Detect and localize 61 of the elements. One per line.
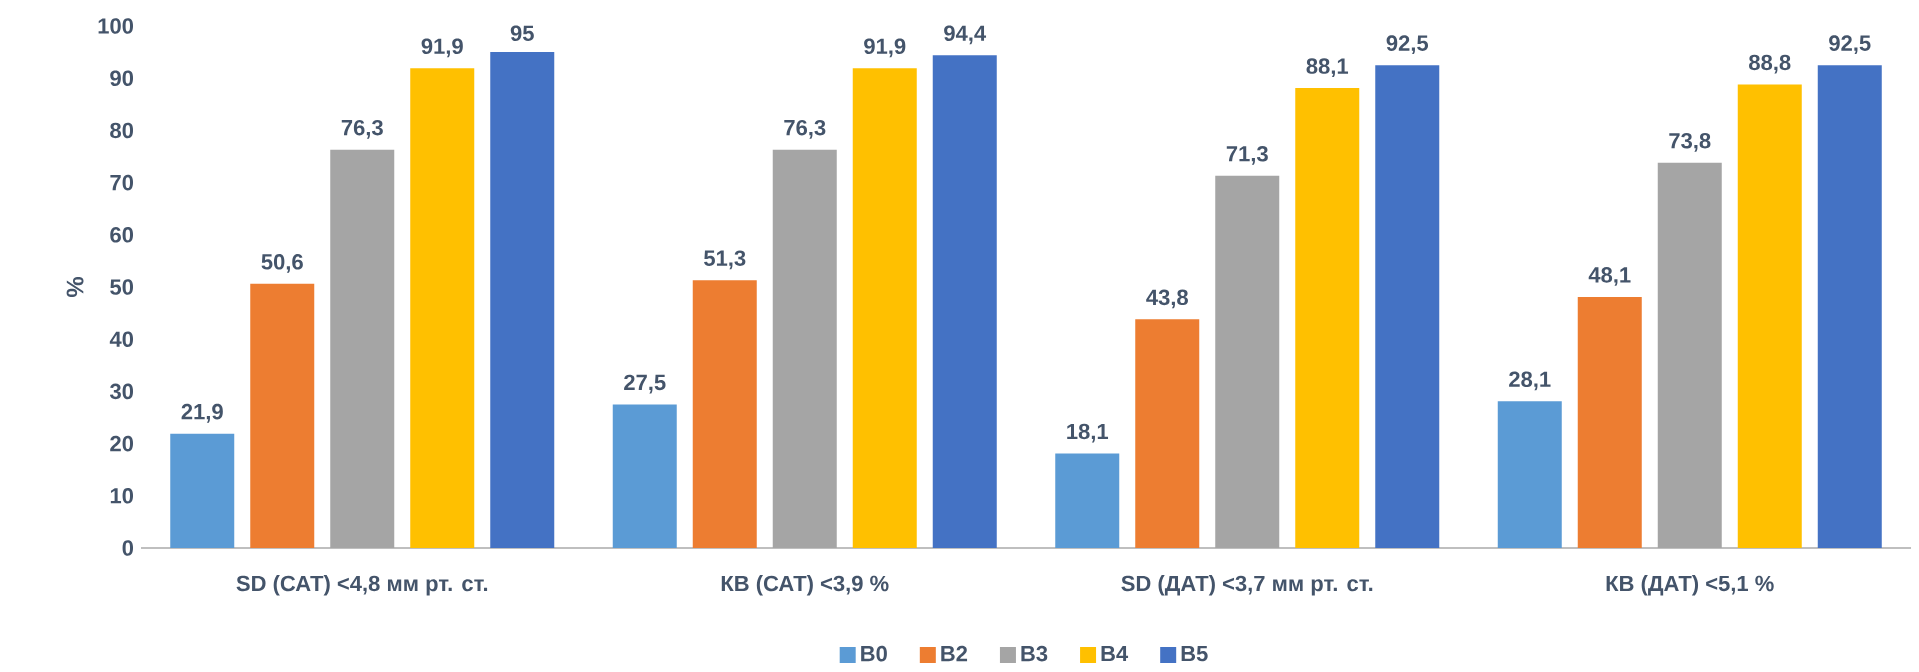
data-label: 43,8	[1146, 289, 1188, 309]
y-tick-label: 100	[98, 18, 134, 34]
x-tick-label: КВ (САТ) <3,9 %	[721, 574, 889, 596]
data-label: 71,3	[1226, 145, 1268, 165]
bar	[1737, 84, 1802, 548]
bar	[1497, 401, 1562, 548]
legend-label: B5	[1181, 645, 1208, 662]
y-tick-label: 40	[109, 331, 134, 347]
x-tick-label: КВ (ДАТ) <5,1 %	[1606, 574, 1774, 596]
data-label: 95	[510, 25, 534, 41]
data-label: 76,3	[784, 119, 826, 139]
data-label: 94,4	[944, 25, 987, 45]
y-tick-label: 20	[110, 435, 134, 452]
data-label: 91,9	[864, 38, 906, 58]
data-label: 91,9	[421, 38, 463, 58]
data-label: 21,9	[181, 403, 223, 423]
bar	[1135, 319, 1200, 548]
bar	[852, 68, 917, 548]
bar	[1657, 162, 1722, 548]
y-tick-label: 70	[110, 174, 134, 191]
bar	[772, 149, 837, 548]
bar	[932, 55, 997, 548]
bar	[490, 52, 555, 548]
data-label: 92,5	[1386, 35, 1429, 54]
y-tick-label: 0	[122, 540, 134, 556]
data-label: 88,8	[1749, 54, 1791, 74]
bar	[1295, 88, 1360, 548]
y-tick-label: 60	[110, 226, 134, 243]
x-tick-label: SD (САТ) <4,8 мм рт. ст.	[236, 574, 488, 596]
data-label: 51,3	[704, 250, 746, 270]
bar	[250, 283, 315, 548]
data-label: 73,8	[1669, 132, 1711, 152]
bar	[692, 280, 757, 548]
data-label: 92,5	[1829, 35, 1871, 54]
bar	[1055, 453, 1120, 548]
bar	[1577, 296, 1642, 548]
data-label: 18,1	[1067, 423, 1109, 443]
data-label: 76,3	[341, 119, 383, 139]
y-tick-label: 90	[110, 70, 134, 86]
legend-label: B2	[941, 645, 968, 662]
data-label: 88,1	[1306, 58, 1349, 77]
y-tick-label: 30	[109, 383, 134, 400]
legend-label: B0	[861, 645, 887, 662]
legend-label: B3	[1021, 645, 1048, 662]
x-tick-label: SD (ДАТ) <3,7 мм рт. ст.	[1121, 574, 1373, 596]
bar	[1215, 175, 1280, 548]
bar	[1375, 65, 1440, 548]
bar	[410, 68, 475, 548]
data-label: 48,1	[1588, 267, 1631, 286]
y-axis-title: %	[66, 276, 84, 297]
bar	[330, 149, 395, 548]
data-label: 28,1	[1509, 371, 1551, 391]
data-label: 27,5	[624, 374, 666, 394]
y-tick-label: 10	[110, 487, 134, 504]
bar	[170, 433, 235, 548]
legend-label: B4	[1101, 645, 1129, 661]
bar	[612, 404, 677, 548]
bar	[1817, 65, 1882, 548]
y-tick-label: 50	[110, 279, 134, 295]
data-label: 50,6	[261, 253, 303, 273]
y-tick-label: 80	[110, 122, 134, 139]
